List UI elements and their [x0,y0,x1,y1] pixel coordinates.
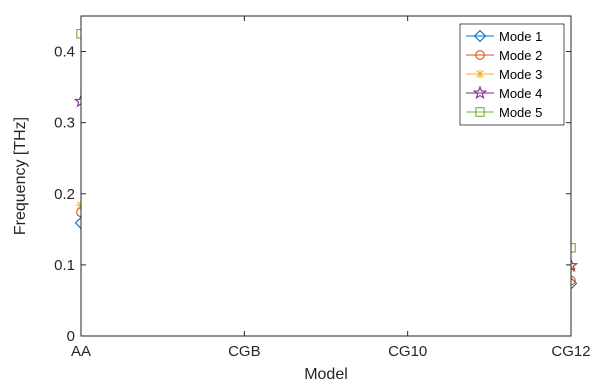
legend-item-mode-4: Mode 4 [466,85,542,101]
legend: Mode 1 Mode 2 Mode 3 Mode 4 Mode 5 [459,23,565,126]
y-tick-label: 0.4 [54,44,75,61]
legend-marker [472,85,488,100]
y-tick-label: 0.1 [54,257,75,274]
x-tick-label: CG10 [388,343,427,360]
legend-marker [475,69,485,79]
x-tick-label: CGB [228,343,261,360]
legend-item-mode-3: Mode 3 [466,67,542,82]
legend-item-mode-2: Mode 2 [466,48,542,63]
x-axis-title: Model [304,366,348,383]
legend-label: Mode 2 [499,48,542,63]
legend-item-mode-1: Mode 1 [466,29,542,44]
legend-label: Mode 5 [499,105,542,120]
y-axis-title: Frequency [THz] [12,117,29,235]
legend-marker [473,29,487,43]
y-tick-label: 0.2 [54,186,75,203]
legend-marker [475,50,485,60]
legend-label: Mode 1 [499,29,542,44]
legend-item-mode-5: Mode 5 [466,105,542,120]
legend-label: Mode 4 [499,86,542,101]
y-tick-label: 0.3 [54,115,75,132]
legend-label: Mode 3 [499,67,542,82]
legend-marker [475,107,485,117]
x-tick-label: CG12 [551,343,590,360]
y-tick-label: 0 [67,328,75,345]
x-tick-label: AA [71,343,91,360]
